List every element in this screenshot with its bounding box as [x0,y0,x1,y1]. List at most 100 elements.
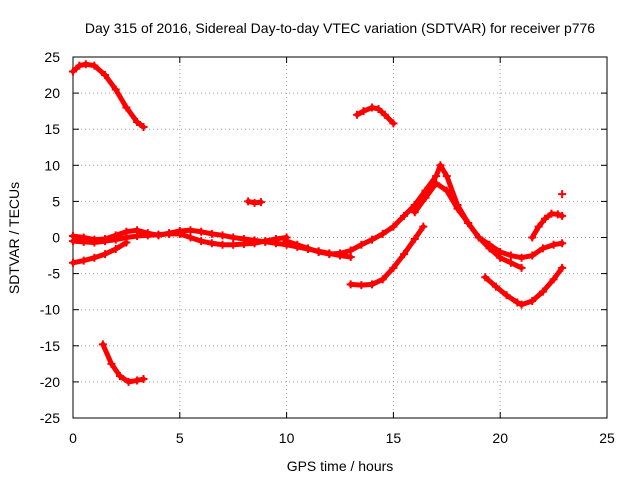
data-point [368,280,377,289]
data-point [474,233,483,242]
data-point [111,85,120,94]
y-tick-label: 20 [44,85,60,101]
data-point [197,227,206,236]
data-point [357,240,366,249]
data-series-arc-2 [98,340,148,386]
data-point [538,287,547,296]
data-point [207,239,216,248]
data-point [353,110,362,119]
data-point [81,60,90,69]
data-point [506,251,515,260]
data-point [346,246,355,255]
data-point [139,123,148,132]
data-point [368,103,377,112]
data-point [229,233,238,242]
data-point [389,222,398,231]
data-point [528,297,537,306]
data-point [506,258,515,267]
data-point [239,239,248,248]
y-tick-label: -5 [48,266,61,282]
data-point [250,239,259,248]
data-point [410,234,419,243]
data-series-arc-4 [69,229,291,249]
y-tick-label: 25 [44,49,60,65]
x-tick-label: 10 [279,430,295,446]
data-point [432,179,441,188]
y-tick-label: -20 [40,374,60,390]
x-tick-label: 25 [599,430,615,446]
y-tick-label: 5 [52,193,60,209]
data-point [464,219,473,228]
y-tick-label: -10 [40,302,60,318]
x-tick-label: 20 [492,430,508,446]
data-point [378,229,387,238]
data-series-arc-10 [353,103,398,128]
data-point [261,237,270,246]
data-point [154,230,163,239]
data-point [432,172,441,181]
data-point [491,282,500,291]
data-point [325,250,334,259]
data-point [378,275,387,284]
data-point [218,231,227,240]
y-tick-label: 10 [44,157,60,173]
data-point [75,61,84,70]
data-point [69,258,77,267]
data-point [346,280,355,289]
data-point [359,107,368,116]
series-trace [348,224,426,288]
data-point [314,247,323,256]
data-point [485,244,494,253]
data-series-arc-11 [481,263,567,309]
data-point [101,237,110,246]
data-point [111,245,120,254]
data-point [442,186,451,195]
data-point [549,240,558,249]
x-axis-label: GPS time / hours [287,458,394,474]
grid-layer [73,57,607,418]
data-point [410,208,419,217]
data-point [528,251,537,260]
data-point [513,298,522,307]
data-point [79,237,88,246]
data-point [421,193,430,202]
data-point [442,172,451,181]
data-point [558,211,567,220]
y-tick-label: -25 [40,410,60,426]
data-point [534,222,543,231]
data-point [133,117,142,126]
data-point [336,249,344,258]
data-point [368,235,377,244]
data-point [517,263,526,272]
data-point [256,198,265,207]
data-point [218,240,227,249]
data-point [90,61,99,70]
data-point [207,229,216,238]
data-point [389,263,398,272]
data-point [380,110,389,119]
data-point [69,67,77,76]
data-point [558,190,567,199]
data-series-arc-7 [282,161,567,262]
data-point [400,211,409,220]
data-point [517,300,526,309]
data-point [453,204,462,213]
data-series-arc-6 [244,197,265,207]
data-point [553,210,562,219]
data-point [98,340,107,349]
data-point [165,229,174,238]
y-tick-label: -15 [40,338,60,354]
data-point [133,232,142,241]
data-point [90,238,99,247]
data-point [197,237,206,246]
data-point [357,281,366,290]
data-point [374,104,383,113]
data-series-arc-8 [346,222,428,290]
data-point [541,214,550,223]
data-point [107,359,116,368]
data-point [244,197,253,206]
x-tick-label: 0 [69,430,77,446]
data-point [111,235,120,244]
